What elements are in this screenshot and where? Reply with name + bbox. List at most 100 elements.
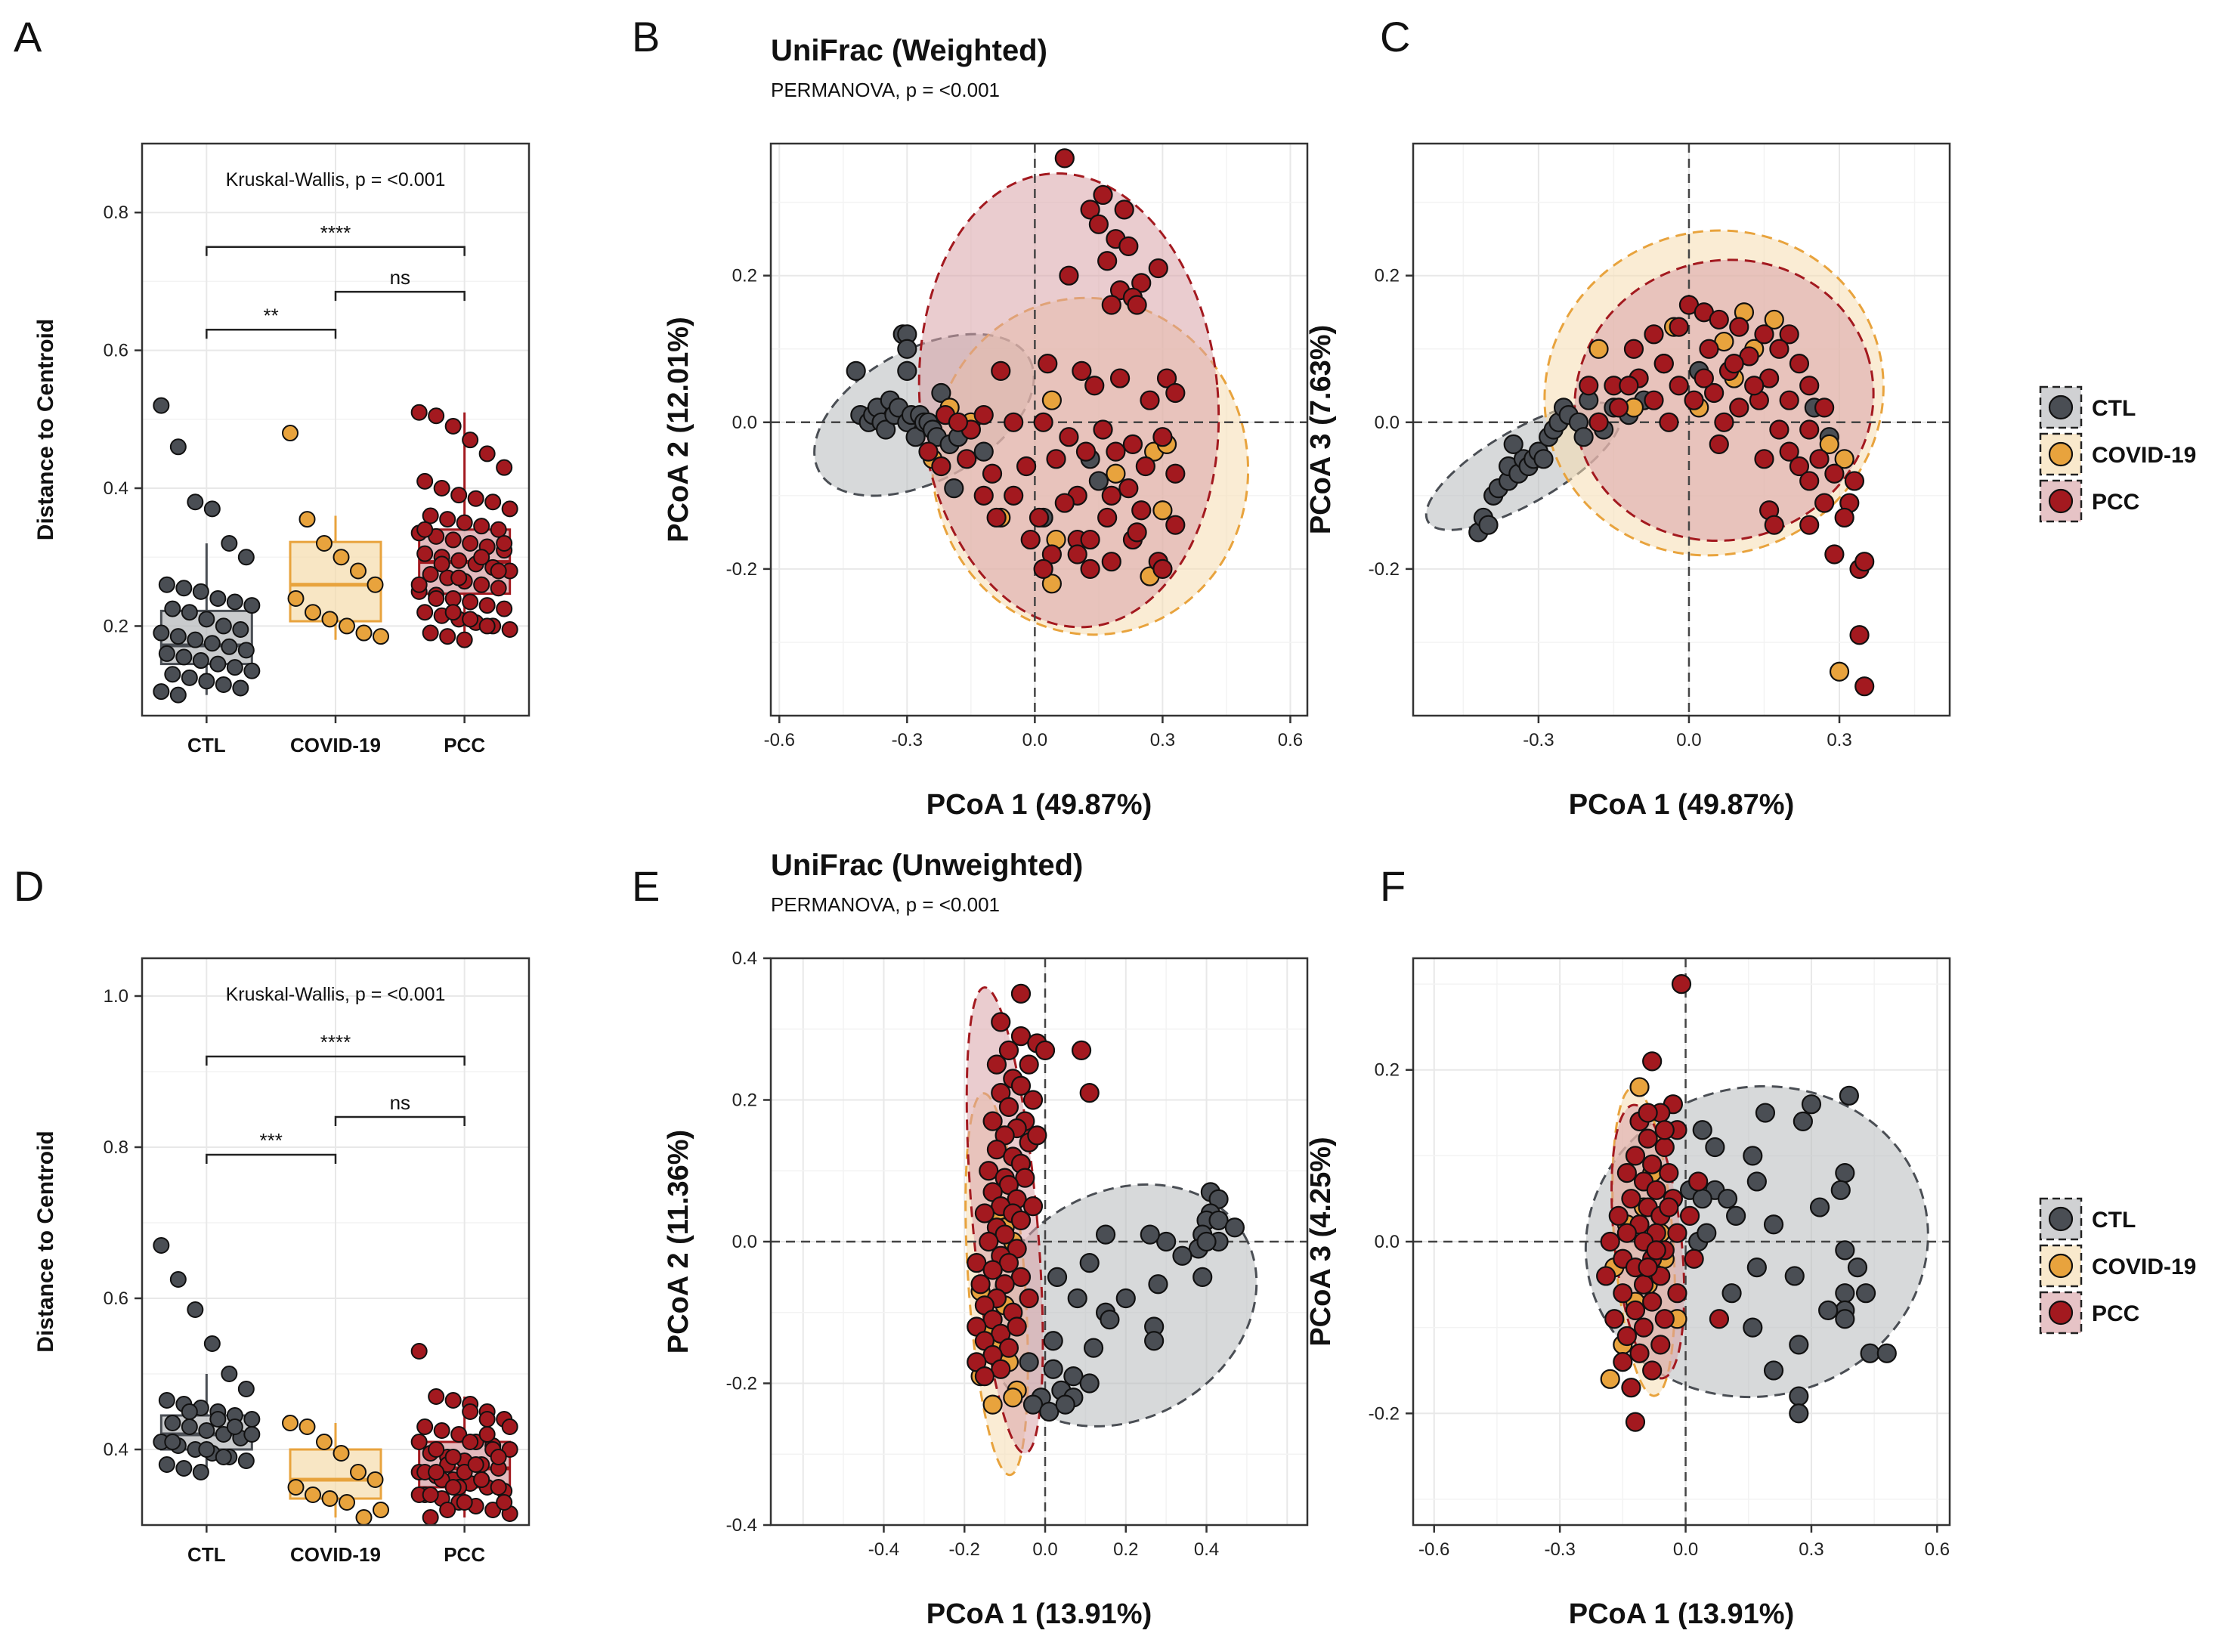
data-point-ctl	[897, 339, 917, 359]
data-point-ctl	[1793, 1111, 1813, 1132]
data-point	[439, 1502, 456, 1518]
data-point-pcc	[1789, 354, 1810, 374]
data-point-pcc	[1623, 339, 1644, 359]
data-point-covid	[1003, 1387, 1023, 1408]
data-point	[198, 673, 215, 690]
tick-label-y: 0.4	[732, 948, 757, 969]
data-point-ctl	[1192, 1267, 1213, 1287]
data-point-ctl	[1043, 1359, 1063, 1379]
data-point-pcc	[970, 1274, 991, 1295]
tick-label-y: 0.6	[104, 341, 128, 361]
data-point	[169, 438, 187, 456]
data-point-ctl	[1088, 471, 1109, 491]
data-point-pcc	[998, 1097, 1019, 1117]
panel-f-scatter: -0.6 -0.3 0.0 0.3 0.6 -0.2 0.0 0.2 PCoA 1 (13.91…	[1305, 957, 1951, 1630]
data-point-pcc	[1814, 493, 1835, 513]
tick-label-x: 0.3	[1150, 730, 1175, 750]
data-point-ctl	[1196, 1231, 1217, 1252]
data-point	[198, 1422, 215, 1439]
data-point	[221, 1366, 238, 1382]
data-point-pcc	[1625, 1146, 1646, 1166]
plot-frame	[1412, 142, 1951, 717]
data-point-ctl	[1148, 1274, 1168, 1295]
significance-label: **	[264, 304, 279, 326]
data-point	[416, 472, 434, 490]
data-point-covid	[1600, 1369, 1620, 1389]
data-point-pcc	[1646, 1180, 1666, 1200]
data-point	[164, 600, 181, 617]
data-point	[490, 580, 507, 597]
data-point	[282, 1415, 299, 1431]
tick-label-x: 0.0	[1022, 730, 1047, 750]
tick-label-y: 0.0	[732, 413, 757, 433]
data-point-pcc	[1579, 376, 1599, 396]
data-point-pcc	[1699, 339, 1719, 359]
panel-b-scatter: -0.6 -0.3 0.0 0.3 0.6 -0.2 0.0 0.2 PCoA 1 (49.87…	[663, 34, 1309, 821]
data-point-ctl	[1743, 1146, 1763, 1166]
tick-label-y: -0.2	[726, 559, 757, 580]
data-point	[456, 1464, 473, 1480]
tick-label-y: 0.0	[732, 1232, 757, 1252]
data-point	[462, 1434, 479, 1450]
data-point	[473, 549, 490, 566]
data-point-covid	[1588, 339, 1609, 359]
data-point	[316, 1434, 333, 1450]
data-point-ctl	[1789, 1386, 1809, 1406]
data-point-ctl	[1156, 1231, 1177, 1252]
data-point	[221, 638, 238, 655]
data-point-pcc	[1131, 500, 1152, 521]
data-point-pcc	[1799, 376, 1820, 396]
data-point	[501, 620, 518, 638]
tick-label-y: 0.0	[1375, 413, 1400, 433]
data-point	[243, 597, 261, 614]
data-point	[416, 604, 434, 621]
data-point-pcc	[1093, 184, 1113, 206]
data-point-ctl	[1079, 1253, 1100, 1273]
data-point-ctl	[1763, 1214, 1784, 1235]
data-point-pcc	[991, 360, 1011, 381]
data-point-pcc	[1764, 515, 1784, 535]
data-point-pcc	[957, 449, 977, 469]
data-point	[350, 562, 367, 580]
data-point	[484, 1502, 502, 1518]
data-point-ctl	[1208, 1210, 1229, 1230]
data-point-pcc	[1669, 317, 1689, 337]
data-point	[473, 518, 490, 535]
data-point	[478, 1426, 496, 1443]
data-point	[243, 1411, 261, 1428]
data-point	[175, 648, 193, 666]
data-point	[490, 1479, 507, 1496]
data-point	[169, 686, 187, 704]
data-point	[192, 652, 209, 670]
significance-label: ****	[320, 1031, 351, 1053]
data-point	[478, 617, 496, 635]
data-point	[373, 628, 389, 645]
data-point-pcc	[1824, 463, 1845, 484]
data-point	[467, 490, 484, 507]
tick-label-x: -0.4	[868, 1539, 899, 1560]
data-point-ctl	[1705, 1137, 1725, 1158]
data-point-covid	[1629, 1077, 1650, 1097]
data-point-pcc	[1165, 463, 1186, 484]
data-point	[478, 597, 496, 614]
data-point-ctl	[1876, 1343, 1897, 1363]
panel-e-scatter: -0.4 -0.2 0.0 0.2 0.4 -0.4 -0.2 0.0 0.2 0.4 PCoA 1…	[663, 849, 1309, 1630]
data-point-pcc	[1642, 1154, 1663, 1174]
data-point-ctl	[1763, 1360, 1784, 1381]
tick-label-x: -0.3	[892, 730, 923, 750]
data-point	[169, 628, 187, 645]
data-point-ctl	[1835, 1240, 1855, 1261]
tick-label-y: 0.8	[104, 1137, 128, 1158]
data-point-pcc	[948, 412, 969, 432]
data-point	[433, 1422, 450, 1439]
tick-label-x: 0.3	[1827, 730, 1851, 750]
data-point-pcc	[1729, 398, 1749, 418]
data-point-pcc	[974, 1203, 995, 1224]
data-point-ctl	[1100, 1310, 1120, 1330]
data-point-pcc	[973, 404, 994, 425]
data-point-ctl	[1839, 1085, 1859, 1106]
data-point-pcc	[1621, 1189, 1641, 1209]
data-point-pcc	[1035, 1040, 1056, 1060]
data-point-pcc	[1010, 1026, 1032, 1047]
panel-c-scatter: -0.3 0.0 0.3 -0.2 0.0 0.2 PCoA 1 (49.87%) PCoA …	[1305, 142, 1951, 821]
